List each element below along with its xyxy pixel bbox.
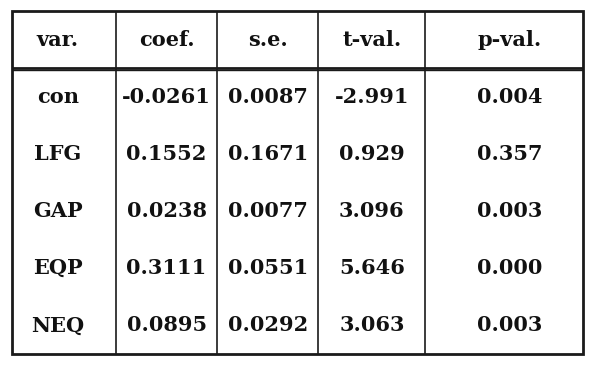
Text: con: con — [37, 87, 79, 107]
Text: -2.991: -2.991 — [334, 87, 409, 107]
Text: 0.1671: 0.1671 — [228, 144, 308, 164]
Text: 0.3111: 0.3111 — [127, 258, 206, 278]
Text: 0.929: 0.929 — [339, 144, 405, 164]
Text: 0.0238: 0.0238 — [127, 201, 206, 221]
Text: -0.0261: -0.0261 — [122, 87, 211, 107]
Text: p-val.: p-val. — [478, 30, 542, 50]
Text: t-val.: t-val. — [342, 30, 402, 50]
Text: 0.004: 0.004 — [477, 87, 543, 107]
Text: 0.0087: 0.0087 — [228, 87, 308, 107]
Text: 0.003: 0.003 — [477, 315, 543, 335]
Text: 0.000: 0.000 — [477, 258, 543, 278]
Text: 0.0292: 0.0292 — [228, 315, 308, 335]
Text: 0.357: 0.357 — [477, 144, 543, 164]
Text: coef.: coef. — [139, 30, 195, 50]
Text: 5.646: 5.646 — [339, 258, 405, 278]
Text: 0.003: 0.003 — [477, 201, 543, 221]
Text: 0.1552: 0.1552 — [126, 144, 207, 164]
Text: GAP: GAP — [33, 201, 83, 221]
Text: 3.096: 3.096 — [339, 201, 405, 221]
Text: 0.0551: 0.0551 — [228, 258, 308, 278]
Text: 3.063: 3.063 — [339, 315, 405, 335]
Text: 0.0077: 0.0077 — [228, 201, 308, 221]
Text: NEQ: NEQ — [31, 315, 84, 335]
Text: 0.0895: 0.0895 — [127, 315, 206, 335]
Text: EQP: EQP — [33, 258, 83, 278]
Text: var.: var. — [37, 30, 79, 50]
Text: s.e.: s.e. — [248, 30, 287, 50]
Text: LFG: LFG — [34, 144, 82, 164]
